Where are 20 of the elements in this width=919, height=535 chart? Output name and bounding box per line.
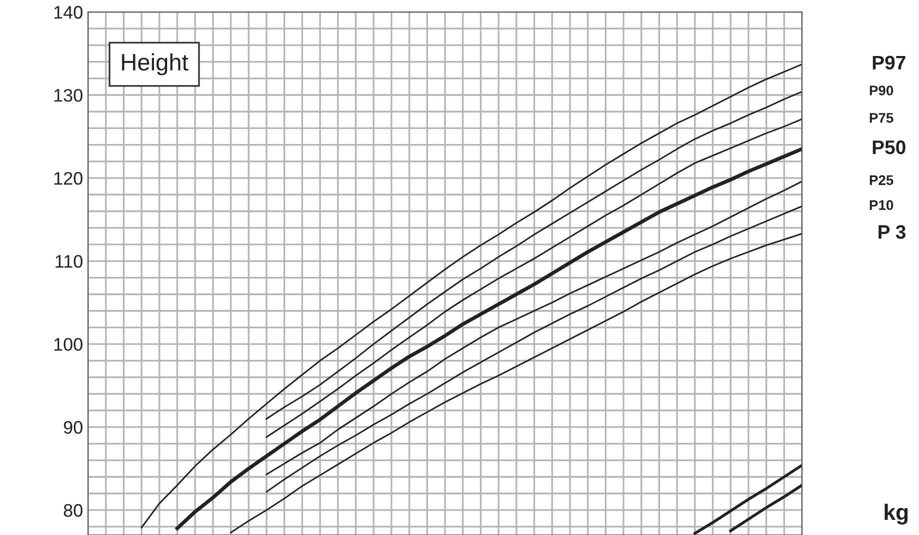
text: Height: [122, 53, 188, 76]
text: P97: [872, 56, 906, 70]
text: P75: [870, 113, 894, 123]
line-series: [230, 232, 802, 534]
text: P 3: [878, 225, 906, 239]
text: P50: [872, 140, 906, 154]
text: P10: [870, 200, 894, 210]
text: P90: [870, 86, 894, 96]
y-tick-label: 120: [54, 172, 82, 185]
line-series: [175, 147, 802, 530]
line-series: [694, 464, 802, 535]
line-series: [729, 484, 802, 532]
text: kg: [884, 504, 908, 525]
y-tick-label: 90: [64, 421, 82, 434]
y-tick-label: 140: [54, 6, 82, 19]
y-tick-label: 80: [64, 504, 82, 517]
y-tick-label: 110: [56, 254, 82, 268]
y-tick-label: 100: [54, 338, 82, 351]
y-tick-label: 130: [54, 88, 82, 102]
text: P25: [870, 175, 894, 186]
